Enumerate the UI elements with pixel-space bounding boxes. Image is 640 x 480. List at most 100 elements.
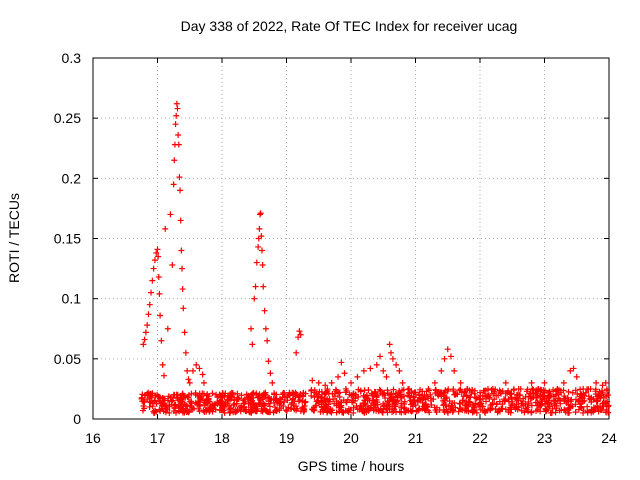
data-point-marker xyxy=(389,397,396,404)
data-point-marker xyxy=(297,331,304,338)
data-point-marker xyxy=(324,409,331,416)
data-point-marker xyxy=(387,349,394,356)
data-point-marker xyxy=(281,398,288,405)
data-point-marker xyxy=(383,406,390,413)
data-point-marker xyxy=(584,403,591,410)
data-point-marker xyxy=(286,392,293,399)
data-point-marker xyxy=(580,385,587,392)
data-point-marker xyxy=(158,337,165,344)
data-point-marker xyxy=(180,305,187,312)
data-point-marker xyxy=(258,233,265,240)
data-point-marker xyxy=(268,396,275,403)
data-point-marker xyxy=(252,283,259,290)
data-point-marker xyxy=(259,261,266,268)
data-point-marker xyxy=(226,409,233,416)
data-point-marker xyxy=(522,394,529,401)
data-point-marker xyxy=(445,386,452,393)
data-point-marker xyxy=(335,373,342,380)
data-point-marker xyxy=(413,408,420,415)
data-point-marker xyxy=(164,325,171,332)
data-point-marker xyxy=(269,379,276,386)
data-point-marker xyxy=(394,392,401,399)
data-point-marker xyxy=(509,398,516,405)
data-point-marker xyxy=(204,391,211,398)
x-tick-label: 21 xyxy=(408,430,424,446)
data-point-marker xyxy=(605,392,612,399)
data-point-marker xyxy=(264,337,271,344)
data-point-marker xyxy=(281,390,288,397)
data-point-marker xyxy=(421,391,428,398)
data-point-marker xyxy=(365,406,372,413)
data-point-marker xyxy=(476,396,483,403)
data-point-marker xyxy=(311,387,318,394)
data-point-marker xyxy=(207,404,214,411)
data-point-marker xyxy=(155,253,162,260)
data-point-marker xyxy=(410,393,417,400)
data-point-marker xyxy=(276,400,283,407)
data-point-marker xyxy=(356,406,363,413)
data-point-marker xyxy=(315,379,322,386)
x-tick-label: 19 xyxy=(279,430,295,446)
data-point-marker xyxy=(154,246,161,253)
data-point-marker xyxy=(340,409,347,416)
data-point-marker xyxy=(240,397,247,404)
data-point-marker xyxy=(322,390,329,397)
data-point-marker xyxy=(181,329,188,336)
x-tick-label: 22 xyxy=(472,430,488,446)
data-point-marker xyxy=(379,390,386,397)
data-point-marker xyxy=(165,393,172,400)
data-point-marker xyxy=(196,365,203,372)
data-point-marker xyxy=(547,393,554,400)
data-point-marker xyxy=(139,407,146,414)
data-point-marker xyxy=(174,105,181,112)
data-point-marker xyxy=(333,409,340,416)
data-point-marker xyxy=(381,402,388,409)
data-point-marker xyxy=(151,257,158,264)
data-point-marker xyxy=(360,408,367,415)
data-point-marker xyxy=(257,211,264,218)
data-point-marker xyxy=(199,397,206,404)
data-point-marker xyxy=(322,382,329,389)
data-point-marker xyxy=(441,355,448,362)
data-point-marker xyxy=(396,388,403,395)
data-point-marker xyxy=(373,361,380,368)
data-point-marker xyxy=(139,391,146,398)
data-point-marker xyxy=(473,409,480,416)
data-point-marker xyxy=(461,389,468,396)
data-point-marker xyxy=(188,398,195,405)
data-point-marker xyxy=(591,407,598,414)
data-point-marker xyxy=(171,402,178,409)
data-point-marker xyxy=(200,379,207,386)
data-point-marker xyxy=(297,408,304,415)
data-point-marker xyxy=(385,401,392,408)
data-point-marker xyxy=(443,394,450,401)
data-point-marker xyxy=(515,385,522,392)
data-point-marker xyxy=(232,406,239,413)
data-point-marker xyxy=(417,386,424,393)
data-point-marker xyxy=(491,396,498,403)
data-point-marker xyxy=(368,390,375,397)
data-point-marker xyxy=(358,402,365,409)
data-point-marker xyxy=(230,401,237,408)
data-point-marker xyxy=(219,390,226,397)
data-point-marker xyxy=(534,399,541,406)
data-point-marker xyxy=(440,397,447,404)
data-point-marker xyxy=(433,409,440,416)
data-point-marker xyxy=(256,225,263,232)
data-point-marker xyxy=(320,405,327,412)
data-point-marker xyxy=(597,407,604,414)
data-point-marker xyxy=(179,286,186,293)
data-point-marker xyxy=(597,403,604,410)
data-point-marker xyxy=(528,379,535,386)
data-point-marker xyxy=(412,402,419,409)
data-point-marker xyxy=(327,408,334,415)
x-tick-label: 17 xyxy=(150,430,166,446)
data-point-marker xyxy=(354,373,361,380)
data-point-marker xyxy=(323,389,330,396)
data-point-marker xyxy=(448,402,455,409)
data-point-marker xyxy=(159,395,166,402)
data-point-marker xyxy=(565,388,572,395)
data-point-marker xyxy=(518,400,525,407)
data-point-marker xyxy=(457,379,464,386)
